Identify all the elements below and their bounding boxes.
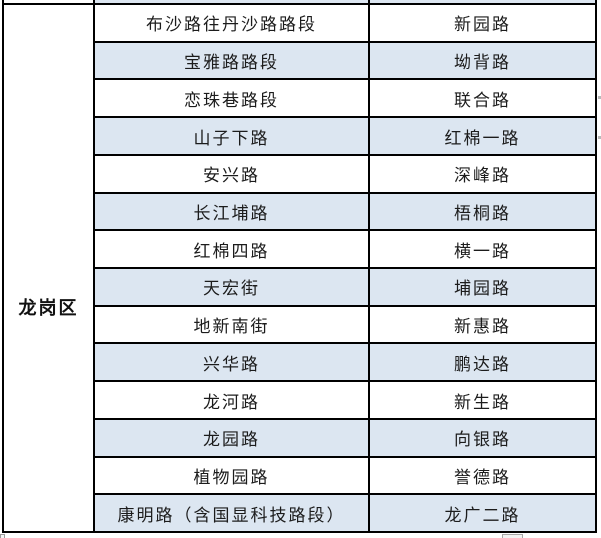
table-row: 宝雅路路段 坳背路 <box>95 40 595 79</box>
road-cell-right: 新惠路 <box>368 306 595 343</box>
table-row: 兴华路 鹏达路 <box>95 342 595 381</box>
road-cell-left: 龙园路 <box>203 430 260 450</box>
road-cell-right: 横一路 <box>368 231 595 268</box>
table-row: 恋珠巷路段 联合路 <box>95 78 595 117</box>
road-cell-right: 誉德路 <box>368 457 595 494</box>
road-cell-left: 布沙路往丹沙路路段 <box>146 15 317 35</box>
table-row: 康明路（含国显科技路段） 龙广二路 <box>95 493 595 532</box>
road-cell-left: 龙河路 <box>203 392 260 412</box>
road-cell-left: 地新南街 <box>193 317 270 337</box>
road-cell-left: 宝雅路路段 <box>184 53 279 73</box>
district-label: 龙岗区 <box>18 298 79 318</box>
road-cell-left: 山子下路 <box>193 128 270 148</box>
road-cell-right: 梧桐路 <box>368 193 595 230</box>
table-row: 红棉四路 横一路 <box>95 229 595 268</box>
road-cell-left: 植物园路 <box>193 467 270 487</box>
right-edge-handle-1 <box>598 96 601 99</box>
road-cell-right: 联合路 <box>368 80 595 117</box>
road-cell-right: 向银路 <box>368 419 595 456</box>
fill-handle-fragment <box>502 534 523 538</box>
table-row: 地新南街 新惠路 <box>95 304 595 343</box>
cutoff-district-cell <box>4 0 95 3</box>
table-row: 山子下路 红棉一路 <box>95 116 595 154</box>
road-cell-right: 深峰路 <box>368 155 595 192</box>
cutoff-row-above <box>4 0 595 3</box>
road-cell-right: 红棉一路 <box>368 118 595 154</box>
road-rows: 布沙路往丹沙路路段 新园路宝雅路路段 坳背路恋珠巷路段 联合路山子下路 红棉一路安兴路 深… <box>95 5 595 532</box>
table-row: 天宏街 埔园路 <box>95 267 595 305</box>
road-cell-left: 兴华路 <box>203 354 260 374</box>
table-row: 布沙路往丹沙路路段 新园路 <box>95 5 595 41</box>
road-cell-right: 龙广二路 <box>368 495 595 532</box>
road-cell-left: 恋珠巷路段 <box>184 90 279 110</box>
district-merged-cell: 龙岗区 <box>4 5 95 531</box>
table-row: 长江埔路 梧桐路 <box>95 191 595 230</box>
road-cell-left: 康明路（含国显科技路段） <box>117 505 346 525</box>
road-cell-right: 埔园路 <box>368 269 595 305</box>
table-body: 龙岗区 布沙路往丹沙路路段 新园路宝雅路路段 坳背路恋珠巷路段 联合路山子下路 红棉一路… <box>4 3 595 532</box>
cutoff-right-road-cell <box>368 0 595 3</box>
cutoff-left-road-cell <box>95 0 368 3</box>
table-row: 龙园路 向银路 <box>95 417 595 456</box>
table-row: 安兴路 深峰路 <box>95 153 595 192</box>
road-cell-right: 新生路 <box>368 382 595 418</box>
right-edge-handle-2 <box>598 136 601 139</box>
road-cell-right: 坳背路 <box>368 42 595 79</box>
road-cell-left: 天宏街 <box>203 279 260 299</box>
table-row: 植物园路 誉德路 <box>95 455 595 494</box>
table-corner-fragment <box>0 534 5 538</box>
road-cell-left: 安兴路 <box>203 166 260 186</box>
road-cell-left: 长江埔路 <box>193 203 270 223</box>
road-cell-right: 鹏达路 <box>368 344 595 381</box>
table-row: 龙河路 新生路 <box>95 380 595 418</box>
road-cell-right: 新园路 <box>368 5 595 41</box>
road-cell-left: 红棉四路 <box>193 241 270 261</box>
